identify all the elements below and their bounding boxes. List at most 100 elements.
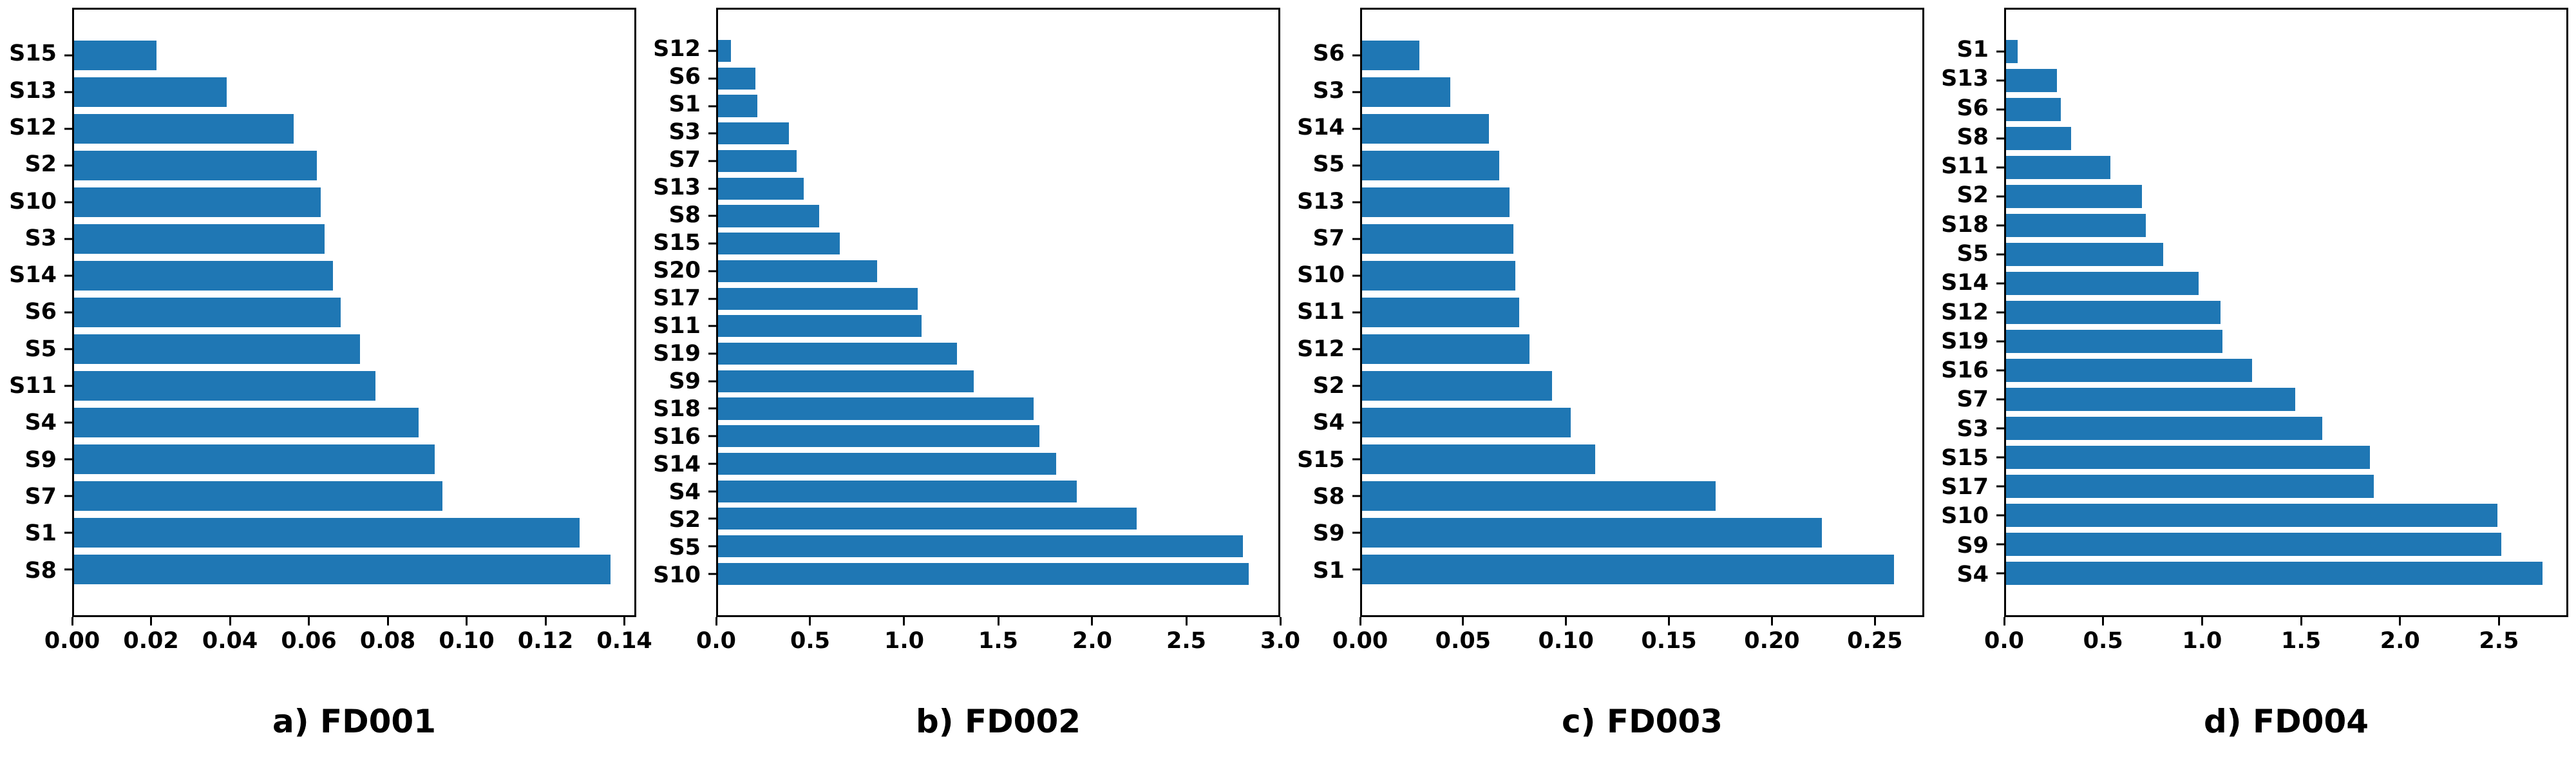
y-tick-mark	[708, 545, 716, 548]
y-axis-label: S7	[1956, 386, 1989, 413]
bar-s3	[74, 224, 325, 254]
bar-s11	[74, 371, 376, 401]
bars-area	[1996, 37, 2566, 587]
y-tick-mark	[1996, 253, 2004, 256]
y-tick-mark	[64, 568, 72, 571]
y-axis-label: S6	[1312, 41, 1345, 67]
y-axis-label: S8	[1312, 484, 1345, 510]
y-tick-mark	[64, 54, 72, 57]
bar-s7	[718, 149, 797, 173]
x-tick-mark	[1091, 617, 1094, 625]
bar-row	[64, 404, 634, 441]
bar-row	[1352, 111, 1922, 148]
y-tick-mark	[1352, 531, 1360, 534]
y-tick-mark	[64, 421, 72, 424]
y-axis-label: S13	[1297, 188, 1345, 215]
x-axis: 0.00 0.02 0.04 0.06 0.08 0.10 0.12 0.14	[0, 617, 652, 656]
bar-s18	[2006, 214, 2146, 238]
y-axis-label: S4	[668, 479, 701, 506]
bar-s19	[718, 342, 958, 365]
bar-s11	[1362, 298, 1520, 327]
y-tick-mark	[708, 132, 716, 135]
y-axis-label: S10	[9, 188, 57, 215]
y-tick-mark	[64, 91, 72, 93]
y-label-row: S1	[0, 515, 72, 552]
y-tick-mark	[64, 274, 72, 277]
y-label-row: S9	[644, 368, 716, 396]
y-label-row: S20	[644, 257, 716, 285]
y-label-row: S9	[0, 442, 72, 479]
y-axis-labels: S12 S6 S1 S3 S7 S13 S8 S15 S20 S17 S11 S19 S9 S18 S16 S…	[644, 35, 716, 589]
bar-s5	[1362, 151, 1499, 180]
bar-s8	[1362, 481, 1716, 511]
bar-s7	[2006, 387, 2295, 411]
x-tick-mark	[2399, 617, 2401, 625]
bar-row	[64, 184, 634, 221]
y-tick-mark	[708, 517, 716, 520]
x-tick-label: 0.00	[1332, 628, 1388, 654]
bar-s9	[1362, 518, 1823, 548]
x-axis: 0.0 0.5 1.0 1.5 2.0 2.5 3.0	[644, 617, 1300, 656]
y-label-row: S2	[1288, 368, 1360, 405]
y-axis-label: S5	[668, 535, 701, 561]
bar-s2	[718, 508, 1137, 530]
y-axis: S15 S13 S12 S2 S10 S3 S14 S6 S5 S11 S4 S9 S7 S1 S8	[0, 8, 72, 617]
y-tick-mark	[708, 463, 716, 465]
y-tick-mark	[708, 270, 716, 272]
bar-row	[1996, 472, 2566, 501]
bar-row	[1996, 95, 2566, 124]
bar-row	[708, 477, 1278, 505]
y-label-row: S11	[0, 368, 72, 405]
y-axis-label: S18	[653, 396, 701, 423]
y-label-row: S4	[644, 479, 716, 506]
bar-s8	[718, 205, 819, 227]
y-label-row: S8	[1932, 123, 2004, 152]
bar-s17	[718, 287, 918, 310]
bar-row	[1352, 514, 1922, 551]
y-tick-mark	[1996, 572, 2004, 575]
y-tick-mark	[1996, 224, 2004, 227]
y-axis-label: S16	[653, 424, 701, 450]
y-axis-labels: S1 S13 S6 S8 S11 S2 S18 S5 S14 S12 S19 S16 S7 S3 S15 S1…	[1932, 35, 2004, 589]
chart-body: S6 S3 S14 S5 S13 S7 S10 S11 S12 S2 S4 S15 S8 S9 S1	[1288, 8, 1932, 617]
y-axis-label: S8	[1956, 124, 1989, 150]
bar-s12	[74, 114, 294, 144]
y-tick-mark	[1352, 128, 1360, 130]
y-axis-label: S12	[9, 114, 57, 140]
y-axis-label: S7	[24, 484, 57, 510]
y-label-row: S5	[1932, 240, 2004, 269]
bar-s2	[2006, 185, 2142, 209]
y-tick-mark	[1996, 514, 2004, 517]
x-tick-mark	[308, 617, 310, 625]
x-tick-mark	[1668, 617, 1671, 625]
y-tick-mark	[1352, 568, 1360, 571]
y-label-row: S11	[644, 312, 716, 340]
bars-area	[1352, 37, 1922, 587]
bar-row	[1996, 501, 2566, 530]
y-axis-label: S11	[1941, 153, 1989, 180]
y-axis-label: S7	[668, 147, 701, 173]
bar-s10	[718, 562, 1249, 585]
y-label-row: S3	[0, 220, 72, 257]
x-tick-label: 1.0	[2182, 628, 2222, 654]
bar-row	[1996, 298, 2566, 327]
y-label-row: S4	[1288, 405, 1360, 441]
y-label-row: S19	[644, 340, 716, 368]
plot-area	[1352, 8, 1924, 617]
x-tick-label: 0.0	[696, 628, 737, 654]
bar-row	[1352, 404, 1922, 441]
x-tick-label: 0.0	[1984, 628, 2025, 654]
bar-row	[64, 111, 634, 148]
y-label-row: S14	[0, 257, 72, 294]
x-tick-mark	[2497, 617, 2500, 625]
y-axis-label: S18	[1941, 211, 1989, 238]
x-tick-mark	[544, 617, 547, 625]
y-tick-mark	[64, 531, 72, 534]
y-tick-mark	[1996, 369, 2004, 372]
x-tick-mark	[809, 617, 811, 625]
plot-area	[64, 8, 636, 617]
y-tick-mark	[1352, 495, 1360, 497]
x-tick-label: 1.5	[2281, 628, 2322, 654]
y-axis-label: S20	[653, 258, 701, 284]
